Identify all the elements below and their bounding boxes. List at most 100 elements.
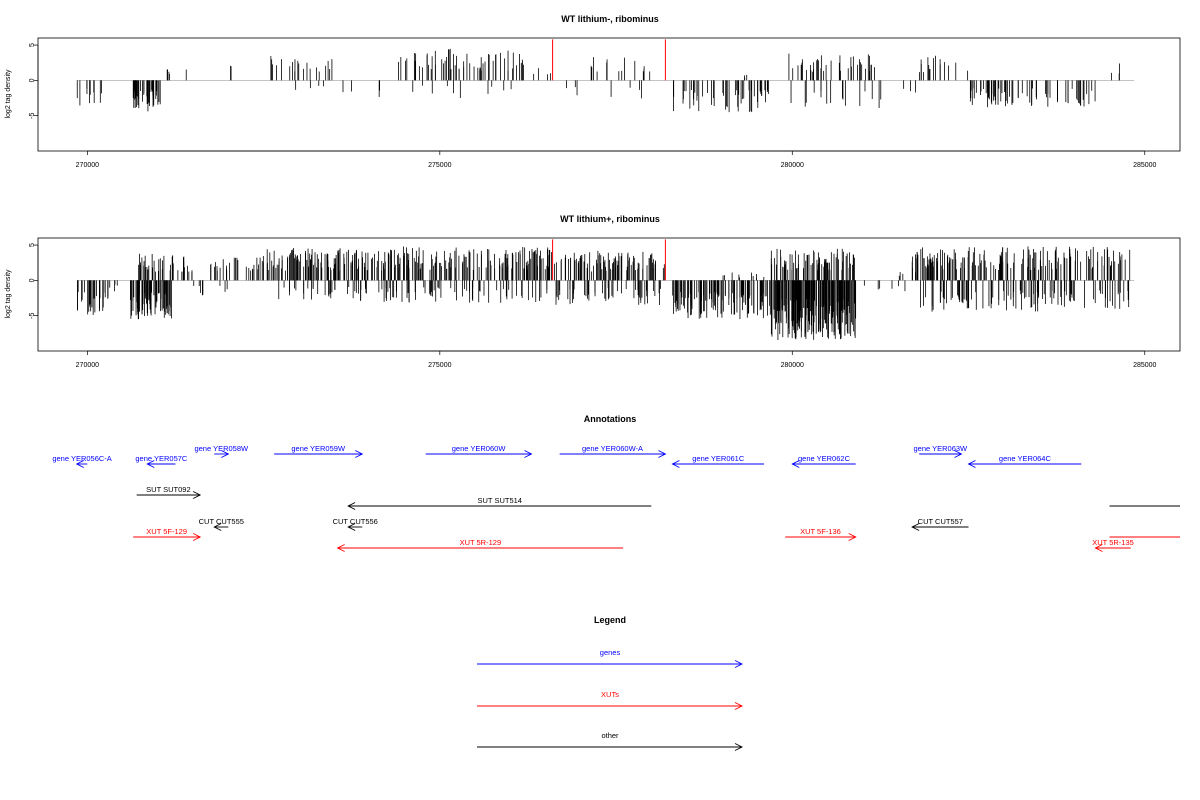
- feature-label: gene YER062C: [798, 454, 851, 463]
- y-tick-label: 0: [29, 78, 36, 82]
- annotation-feature: CUT CUT557: [911, 517, 969, 531]
- arrow-head: [213, 523, 222, 531]
- legend-items: genes XUTs other: [477, 648, 744, 751]
- x-tick-label: 275000: [428, 162, 451, 169]
- arrow-head: [954, 450, 963, 458]
- arrow-head: [192, 533, 202, 541]
- legend: Legend genes XUTs other: [477, 615, 744, 751]
- arrow-head: [336, 544, 345, 552]
- annotation-feature: gene YER062C: [791, 454, 856, 468]
- feature-label: gene YER060W: [452, 444, 507, 453]
- feature-label: gene YER059W: [291, 444, 346, 453]
- feature-label: gene YER056C-A: [52, 454, 111, 463]
- bar-layer: [76, 246, 1135, 340]
- marker-layer: [552, 239, 666, 281]
- marker-layer: [552, 39, 666, 81]
- arrow-head: [734, 660, 744, 668]
- feature-label: gene YER063W: [913, 444, 968, 453]
- feature-label: XUT 5F-129: [146, 527, 187, 536]
- annotation-feature: XUT 5F-136: [785, 527, 857, 541]
- y-tick-label: 5: [29, 243, 36, 247]
- y-axis: 5 0 -5: [29, 243, 39, 319]
- feature-label: CUT CUT555: [199, 517, 244, 526]
- feature-label: XUT 5R-129: [460, 538, 502, 547]
- annotation-feature: XUT 5R-135: [1092, 538, 1134, 552]
- x-axis: 270000 275000 280000 285000: [76, 150, 1157, 169]
- feature-label: SUT SUT514: [478, 496, 522, 505]
- y-axis: 5 0 -5: [29, 43, 39, 119]
- y-axis-label: log2 tag density: [5, 269, 12, 319]
- arrow-head: [734, 702, 744, 710]
- annotation-feature: XUT 5F-129: [133, 527, 202, 541]
- arrow-head: [355, 450, 364, 458]
- y-tick-label: 0: [29, 278, 36, 282]
- panel-title: WT lithium+, ribominus: [560, 214, 660, 224]
- x-tick-label: 280000: [781, 362, 804, 369]
- x-tick-label: 285000: [1133, 162, 1156, 169]
- bar-layer: [76, 48, 1135, 113]
- arrow-head: [734, 743, 744, 751]
- annotation-feature: gene YER064C: [967, 454, 1082, 468]
- y-tick-label: -5: [29, 312, 36, 318]
- plot-frame: [37, 37, 1181, 152]
- arrow-head: [791, 460, 800, 468]
- feature-label: gene YER064C: [999, 454, 1052, 463]
- x-tick-label: 275000: [428, 362, 451, 369]
- annotation-feature: CUT CUT556: [333, 517, 378, 531]
- feature-label: SUT SUT092: [146, 485, 190, 494]
- legend-label: XUTs: [601, 690, 619, 699]
- legend-label: genes: [600, 648, 621, 657]
- annotation-feature: gene YER060W: [425, 444, 533, 458]
- y-axis-label: log2 tag density: [5, 69, 12, 119]
- annotation-feature: gene YER056C-A: [52, 454, 112, 468]
- arrow-head: [347, 502, 356, 510]
- annotation-feature: gene YER058W: [194, 444, 249, 458]
- legend-item-other: other: [477, 731, 744, 751]
- panel-title: WT lithium-, ribominus: [561, 14, 659, 24]
- x-tick-label: 280000: [781, 162, 804, 169]
- arrow-head: [911, 523, 920, 531]
- annotation-feature: SUT SUT514: [347, 496, 652, 510]
- feature-label: CUT CUT556: [333, 517, 378, 526]
- y-tick-label: 5: [29, 43, 36, 47]
- x-tick-label: 270000: [76, 362, 99, 369]
- feature-label: gene YER061C: [692, 454, 745, 463]
- feature-label: CUT CUT557: [918, 517, 963, 526]
- track-panel-lithium-plus: WT lithium+, ribominus log2 tag density …: [5, 214, 1181, 369]
- arrow-head: [524, 450, 533, 458]
- annotation-feature: SUT SUT092: [136, 485, 202, 499]
- arrow-head: [967, 460, 976, 468]
- annotation-items: gene YER056C-A gene YER057C gene YER058W ge…: [52, 444, 1180, 552]
- annotation-feature: gene YER060W-A: [559, 444, 667, 458]
- annotation-feature: gene YER063W: [913, 444, 968, 458]
- feature-label: gene YER060W-A: [582, 444, 643, 453]
- y-tick-label: -5: [29, 112, 36, 118]
- arrow-head: [848, 533, 857, 541]
- arrow-head: [658, 450, 667, 458]
- annotations-panel: Annotations gene YER056C-A gene YER057Cge…: [52, 414, 1180, 552]
- annotation-feature: gene YER061C: [671, 454, 765, 468]
- annotations-title: Annotations: [584, 414, 637, 424]
- annotation-feature: gene YER057C: [135, 454, 188, 468]
- arrow-head: [221, 450, 230, 458]
- feature-label: XUT 5F-136: [800, 527, 841, 536]
- legend-title: Legend: [594, 615, 626, 625]
- x-tick-label: 285000: [1133, 362, 1156, 369]
- arrow-head: [146, 460, 155, 468]
- arrow-head: [192, 491, 202, 499]
- arrow-head: [347, 523, 356, 531]
- feature-label: XUT 5R-135: [1092, 538, 1134, 547]
- x-tick-label: 270000: [76, 162, 99, 169]
- legend-item-gene: genes: [477, 648, 744, 668]
- arrow-head: [671, 460, 680, 468]
- annotation-feature: XUT 5R-129: [336, 538, 624, 552]
- annotation-feature: gene YER059W: [274, 444, 364, 458]
- x-axis: 270000 275000 280000 285000: [76, 350, 1157, 369]
- arrow-head: [75, 460, 84, 468]
- feature-label: gene YER057C: [135, 454, 188, 463]
- arrow-head: [1094, 544, 1103, 552]
- legend-item-xut: XUTs: [477, 690, 744, 710]
- annotation-feature: CUT CUT555: [199, 517, 244, 531]
- legend-label: other: [601, 731, 619, 740]
